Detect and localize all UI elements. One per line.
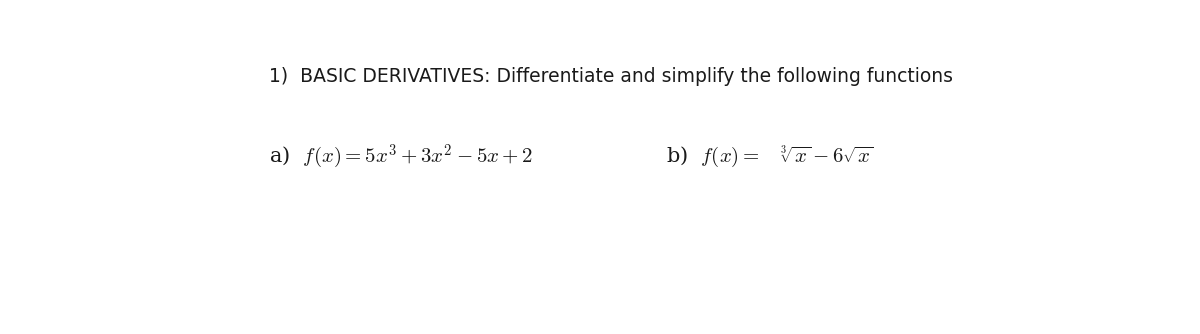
Text: a)  $f(x) = 5x^3 + 3x^2 - 5x + 2$: a) $f(x) = 5x^3 + 3x^2 - 5x + 2$ — [269, 143, 533, 171]
Text: 1)  BASIC DERIVATIVES: Differentiate and simplify the following functions: 1) BASIC DERIVATIVES: Differentiate and … — [269, 67, 953, 86]
Text: b)  $f(x) = \quad \sqrt[3]{x} - 6\sqrt{x}$: b) $f(x) = \quad \sqrt[3]{x} - 6\sqrt{x}… — [666, 143, 874, 169]
